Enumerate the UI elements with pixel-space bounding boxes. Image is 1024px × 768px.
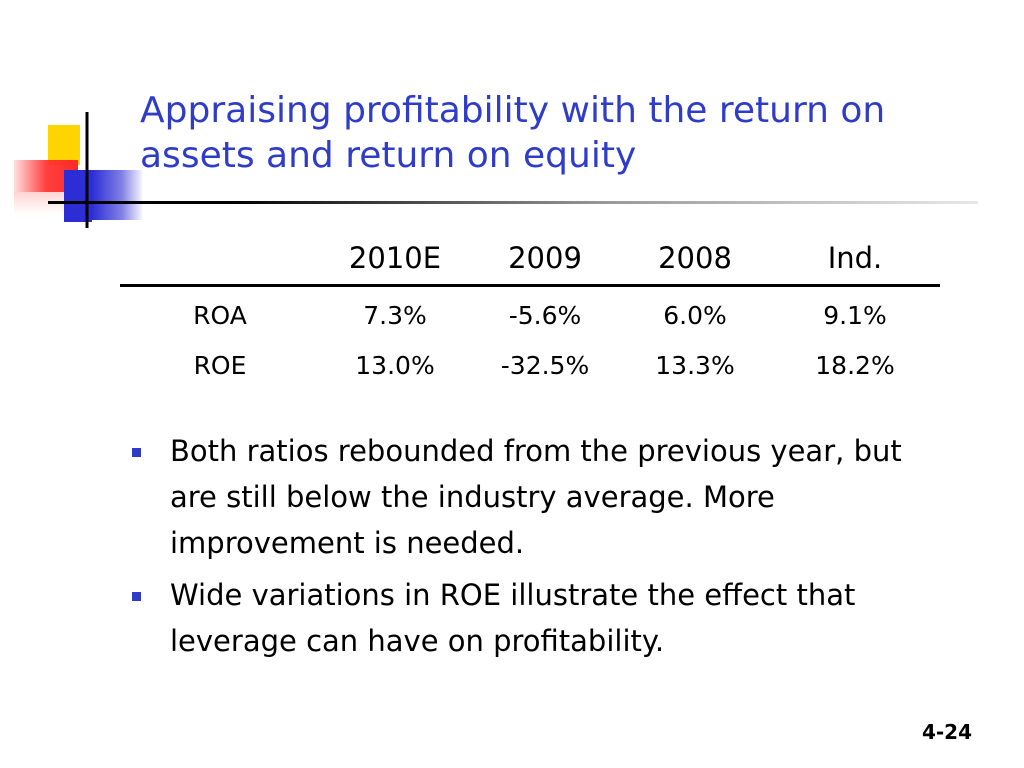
table-row-roa: ROA 7.3% -5.6% 6.0% 9.1% [120,286,940,338]
table-row-roe: ROE 13.0% -32.5% 13.3% 18.2% [120,337,940,387]
list-item: Wide variations in ROE illustrate the ef… [130,572,930,664]
title-underline [48,201,978,204]
table-cell: 9.1% [823,300,887,330]
header-empty [120,236,320,287]
table-cell: 6.0% [663,300,727,330]
header-industry: Ind. [770,236,940,287]
table-header-row: 2010E 2009 2008 Ind. [120,236,940,287]
row-label: ROA [193,300,247,330]
table-cell: 13.3% [655,350,735,380]
list-item: Both ratios rebounded from the previous … [130,428,930,566]
header-2009: 2009 [470,236,620,287]
ratios-table: 2010E 2009 2008 Ind. ROA 7.3% -5.6% 6.0%… [120,236,940,387]
page-number: 4-24 [921,720,972,744]
square-bullet-icon [132,592,141,601]
table-cell: -32.5% [500,350,590,380]
table-cell: 7.3% [363,300,427,330]
row-label: ROE [193,350,247,380]
header-2008: 2008 [620,236,770,287]
yellow-square [48,125,80,165]
bullet-text: Both ratios rebounded from the previous … [170,434,902,560]
table-cell: 13.0% [355,350,435,380]
bullet-text: Wide variations in ROE illustrate the ef… [170,578,856,658]
header-2010e: 2010E [320,236,470,287]
red-fade-shadow [14,192,78,214]
table-cell: 18.2% [815,350,895,380]
blue-fade-bar [92,170,142,220]
square-bullet-icon [132,448,141,457]
table-cell: -5.6% [508,300,582,330]
decorative-squares-logo [14,112,142,228]
slide-title: Appraising profitability with the return… [140,90,886,176]
bullet-list: Both ratios rebounded from the previous … [130,428,930,670]
